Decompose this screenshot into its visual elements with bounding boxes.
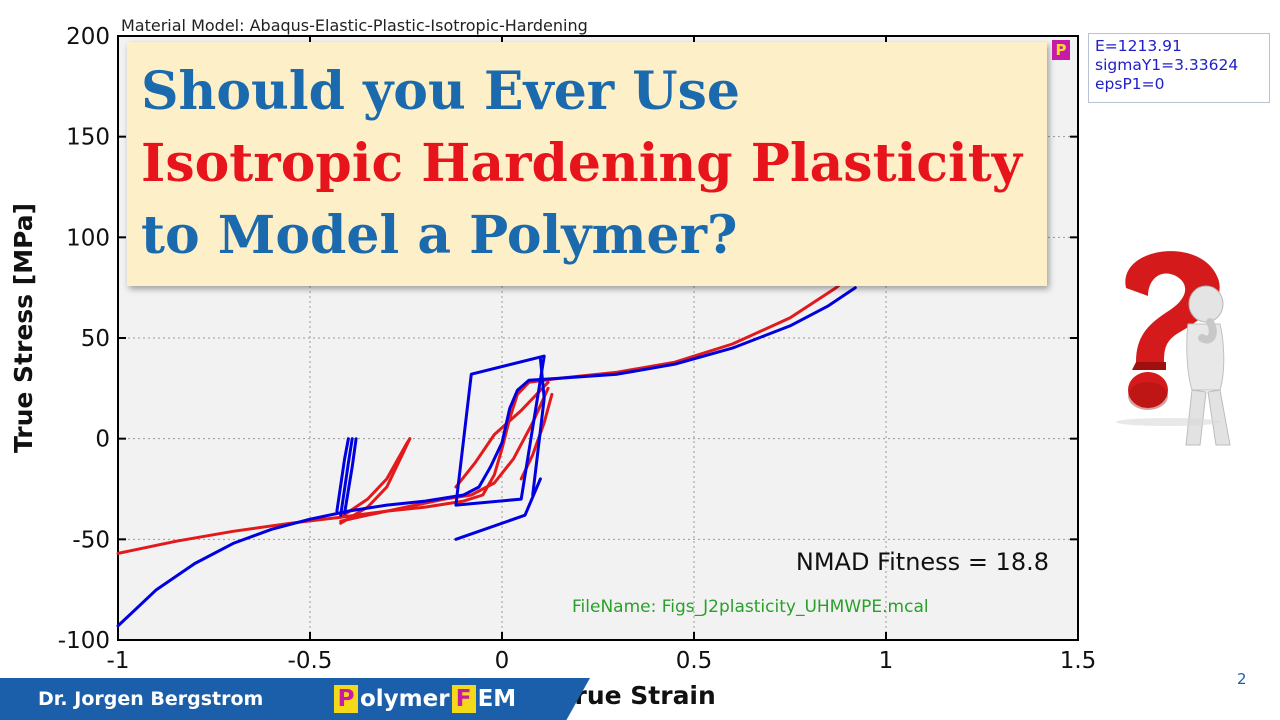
brand-text-end: EM	[477, 686, 517, 712]
y-tick-label: 50	[81, 326, 110, 352]
chart-title: Material Model: Abaqus-Elastic-Plastic-I…	[121, 16, 588, 35]
title-line-2: Isotropic Hardening Plasticity	[141, 133, 1023, 194]
y-tick-label: -100	[58, 628, 110, 654]
brand-p-box: P	[334, 685, 358, 713]
x-axis-label: True Strain	[560, 681, 716, 710]
param-epsp1: epsP1=0	[1095, 75, 1165, 93]
brand-text-mid: olymer	[360, 686, 450, 712]
title-line-1: Should you Ever Use	[141, 61, 741, 122]
param-e: E=1213.91	[1095, 37, 1182, 55]
x-tick-label: 0	[495, 648, 510, 674]
series-2	[116, 286, 857, 628]
series-line	[454, 477, 542, 541]
filename-annotation: FileName: Figs_J2plasticity_UHMWPE.mcal	[572, 597, 929, 617]
param-sigmay1: sigmaY1=3.33624	[1095, 56, 1239, 74]
y-tick-label: 150	[66, 125, 110, 151]
series-line	[454, 354, 546, 507]
x-tick-label: 0.5	[676, 648, 713, 674]
series-line	[454, 380, 550, 489]
series-line	[116, 286, 857, 628]
y-tick-label: 0	[95, 427, 110, 453]
series-line	[339, 437, 412, 525]
x-tick-label: 1.5	[1060, 648, 1097, 674]
y-tick-label: -50	[72, 527, 110, 553]
author-name: Dr. Jorgen Bergstrom	[38, 688, 264, 710]
brand-f-box: F	[451, 685, 476, 713]
y-axis-label: True Stress [MPa]	[9, 203, 38, 453]
axis-ticks: -1 -0.5 0 0.5 1 1.5 -100 -50 0 50 100 150 200	[58, 24, 1096, 674]
series-line	[343, 437, 358, 515]
title-line-3: to Model a Polymer?	[141, 205, 738, 266]
series-line	[339, 437, 354, 517]
page-number: 2	[1237, 670, 1247, 688]
title-card: Should you Ever Use Isotropic Hardening …	[127, 42, 1047, 286]
thinking-figure-with-question-mark-icon	[1116, 251, 1231, 446]
x-tick-label: -0.5	[288, 648, 333, 674]
y-tick-label: 100	[66, 225, 110, 251]
x-tick-label: -1	[107, 648, 130, 674]
fitness-annotation: NMAD Fitness = 18.8	[796, 548, 1049, 576]
series-line	[339, 386, 550, 523]
footer-bar	[0, 678, 590, 720]
series-line	[531, 356, 546, 497]
polymerfem-logo: P olymer F EM	[334, 684, 518, 714]
polymerfem-badge-icon: P	[1052, 40, 1070, 60]
x-tick-label: 1	[879, 648, 894, 674]
series-line	[335, 437, 350, 513]
series-group	[116, 260, 869, 628]
parameter-box: E=1213.91 sigmaY1=3.33624 epsP1=0	[1088, 33, 1270, 103]
y-tick-label: 200	[66, 24, 110, 50]
